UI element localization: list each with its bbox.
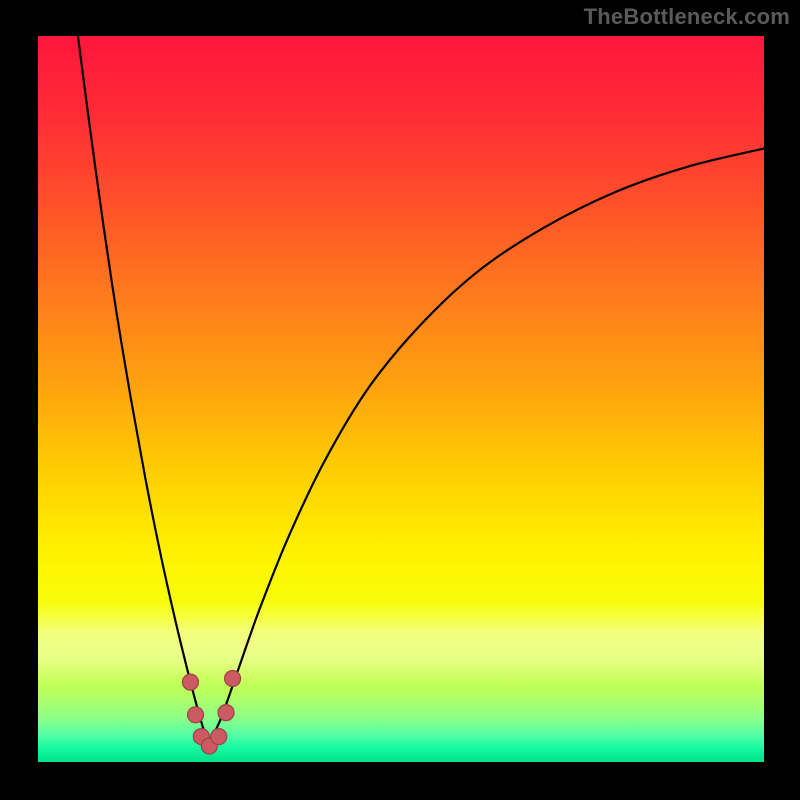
watermark-text: TheBottleneck.com bbox=[584, 4, 790, 30]
data-marker bbox=[182, 674, 198, 690]
data-marker bbox=[188, 707, 204, 723]
data-marker bbox=[211, 729, 227, 745]
chart-canvas: TheBottleneck.com bbox=[0, 0, 800, 800]
desaturated-band bbox=[38, 602, 764, 685]
data-marker bbox=[225, 671, 241, 687]
data-marker bbox=[218, 705, 234, 721]
chart-svg bbox=[0, 0, 800, 800]
